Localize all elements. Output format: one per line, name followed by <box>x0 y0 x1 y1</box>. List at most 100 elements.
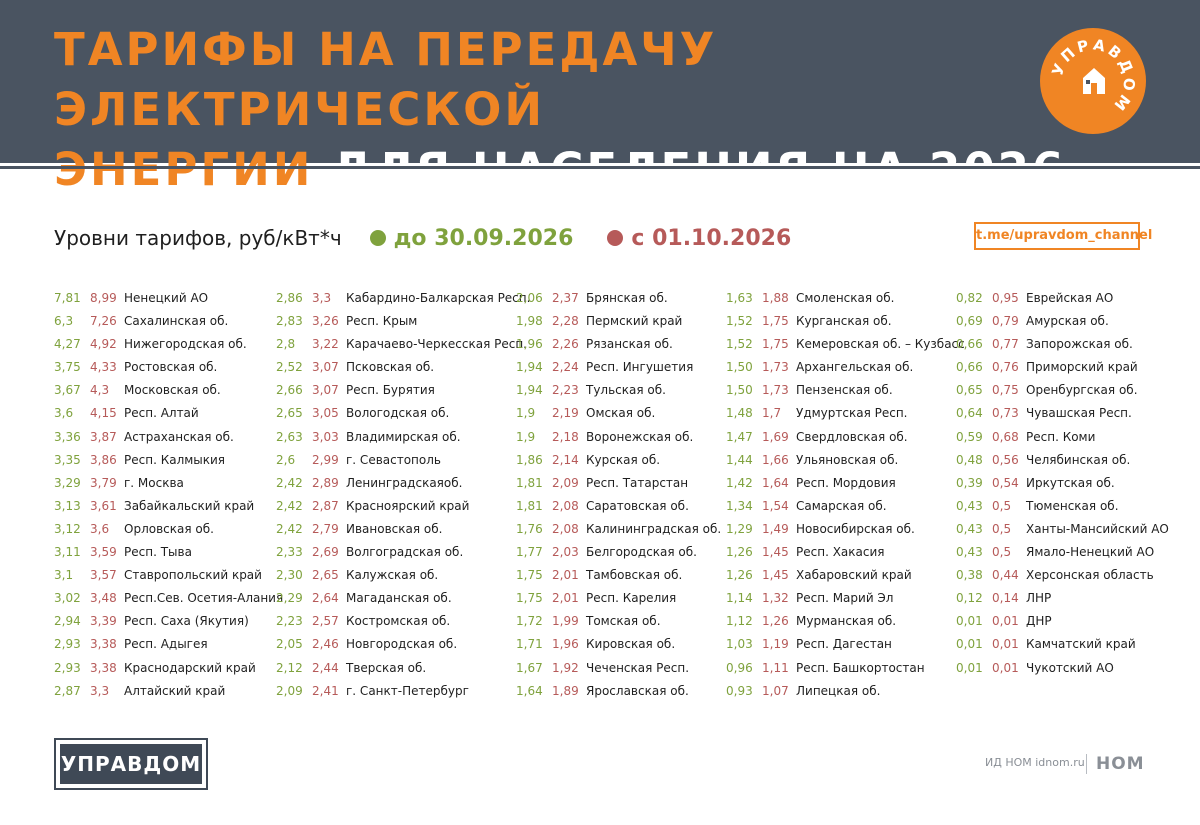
tariff-value-before: 0,82 <box>956 291 983 305</box>
tariff-value-after: 1,66 <box>762 452 789 467</box>
tariff-value-before: 1,94 <box>516 360 543 375</box>
tariff-value-after: 0,79 <box>992 314 1019 329</box>
region-name: Алтайский край <box>124 683 226 698</box>
tariff-value-before: 2,42 <box>276 521 303 536</box>
legend: Уровни тарифов, руб/кВт*ч до 30.09.2026 … <box>54 222 825 254</box>
tariff-value-before: 2,30 <box>276 568 303 583</box>
region-name: Архангельская об. <box>796 360 914 375</box>
telegram-channel-link[interactable]: t.me/upravdom_channel <box>974 222 1152 250</box>
tariff-value-after: 0,01 <box>992 614 1019 629</box>
tariff-value-after: 0,5 <box>992 545 1012 560</box>
tariff-value-before: 2,52 <box>276 360 303 375</box>
tariff-value-before: 2,42 <box>276 498 303 513</box>
page-title: ТАРИФЫ НА ПЕРЕДАЧУ ЭЛЕКТРИЧЕСКОЙ ЭНЕРГИИ… <box>54 20 1200 260</box>
title-line-2: ДЛЯ НАСЕЛЕНИЯ НА 2026 ГОД <box>54 143 1067 256</box>
region-name: Псковская об. <box>346 360 435 375</box>
region-name: Респ.Сев. Осетия-Алания <box>124 591 284 606</box>
tariff-value-before: 3,67 <box>54 383 81 398</box>
tariff-value-after: 2,19 <box>552 406 579 421</box>
region-name: Белгородская об. <box>586 545 697 560</box>
tariff-value-before: 6,3 <box>54 314 74 329</box>
tariff-value-after: 2,14 <box>552 452 579 467</box>
tariff-value-before: 2,6 <box>276 452 296 467</box>
region-name: Забайкальский край <box>124 498 255 513</box>
region-name: Саратовская об. <box>586 498 689 513</box>
tariff-value-before: 0,01 <box>956 660 983 675</box>
tariff-value-after: 0,5 <box>992 521 1012 536</box>
tariff-value-before: 2,83 <box>276 314 303 329</box>
region-name: Пермский край <box>586 314 683 329</box>
tariff-value-before: 0,43 <box>956 545 983 560</box>
region-name: Тверская об. <box>346 660 427 675</box>
footer-divider <box>1086 754 1087 774</box>
region-name: Томская об. <box>586 614 661 629</box>
tariff-value-after: 4,15 <box>90 406 117 421</box>
legend-period-1: до 30.09.2026 <box>393 225 574 251</box>
tariff-value-after: 2,09 <box>552 475 579 490</box>
tariff-value-after: 2,18 <box>552 429 579 444</box>
tariff-value-after: 3,48 <box>90 591 117 606</box>
region-name: Респ. Башкортостан <box>796 660 925 675</box>
tariff-value-after: 3,87 <box>90 429 117 444</box>
tariff-value-before: 2,29 <box>276 591 303 606</box>
tariff-value-after: 1,54 <box>762 498 789 513</box>
tariff-value-before: 1,34 <box>726 498 753 513</box>
tariff-value-before: 1,03 <box>726 637 753 652</box>
tariff-value-after: 3,07 <box>312 360 339 375</box>
tariff-value-after: 1,07 <box>762 683 789 698</box>
region-name: Пензенская об. <box>796 383 893 398</box>
region-name: Респ. Бурятия <box>346 383 435 398</box>
tariff-value-after: 1,49 <box>762 521 789 536</box>
tariff-value-before: 3,36 <box>54 429 81 444</box>
tariff-value-after: 3,3 <box>312 291 332 305</box>
tariff-value-after: 4,33 <box>90 360 117 375</box>
tariff-value-before: 2,23 <box>276 614 303 629</box>
legend-units-label: Уровни тарифов, руб/кВт*ч <box>54 226 342 250</box>
region-name: Респ. Дагестан <box>796 637 892 652</box>
region-name: Воронежская об. <box>586 429 694 444</box>
tariff-value-after: 4,3 <box>90 383 110 398</box>
nom-logo: НОМ <box>1096 754 1145 774</box>
tariff-value-after: 0,56 <box>992 452 1019 467</box>
tariff-value-before: 1,42 <box>726 475 753 490</box>
region-name: Кировская об. <box>586 637 676 652</box>
tariff-value-after: 0,68 <box>992 429 1019 444</box>
tariff-value-after: 1,45 <box>762 568 789 583</box>
tariff-value-before: 1,63 <box>726 291 753 305</box>
region-name: Сахалинская об. <box>124 314 229 329</box>
region-name: Респ. Татарстан <box>586 475 689 490</box>
green-dot-icon <box>369 230 386 246</box>
region-name: Чукотский АО <box>1026 660 1114 675</box>
tariff-value-before: 3,11 <box>54 545 81 560</box>
tariff-value-after: 2,23 <box>552 383 579 398</box>
tariff-value-after: 1,69 <box>762 429 789 444</box>
region-name: Чувашская Респ. <box>1026 406 1132 421</box>
region-name: Респ. Саха (Якутия) <box>124 614 249 629</box>
tariff-value-after: 2,69 <box>312 545 339 560</box>
region-name: Краснодарский край <box>124 660 256 675</box>
region-name: Камчатский край <box>1026 637 1136 652</box>
upravdom-logo: УПРАВДОМ <box>1040 28 1146 134</box>
tariff-value-before: 2,12 <box>276 660 303 675</box>
region-name: Респ. Тыва <box>124 545 192 560</box>
tariff-value-before: 1,29 <box>726 521 753 536</box>
tariff-value-after: 0,01 <box>992 660 1019 675</box>
tariff-value-after: 3,61 <box>90 498 117 513</box>
region-name: Респ. Марий Эл <box>796 591 894 606</box>
tariff-value-after: 1,7 <box>762 406 782 421</box>
tariff-value-before: 2,63 <box>276 429 303 444</box>
tariff-value-before: 3,75 <box>54 360 81 375</box>
title-line-2-accent: ЭНЕРГИИ <box>54 143 314 196</box>
tariff-value-after: 1,88 <box>762 291 789 305</box>
header-divider <box>0 166 1200 169</box>
tariff-value-before: 2,09 <box>276 683 303 698</box>
region-name: Ямало-Ненецкий АО <box>1026 545 1155 560</box>
region-name: Самарская об. <box>796 498 887 513</box>
tariff-value-after: 3,07 <box>312 383 339 398</box>
region-name: Вологодская об. <box>346 406 450 421</box>
tariff-value-before: 0,69 <box>956 314 983 329</box>
tariff-value-after: 3,3 <box>90 683 110 698</box>
tariff-value-before: 1,48 <box>726 406 753 421</box>
tariff-value-after: 1,64 <box>762 475 789 490</box>
tariff-value-after: 3,57 <box>90 568 117 583</box>
